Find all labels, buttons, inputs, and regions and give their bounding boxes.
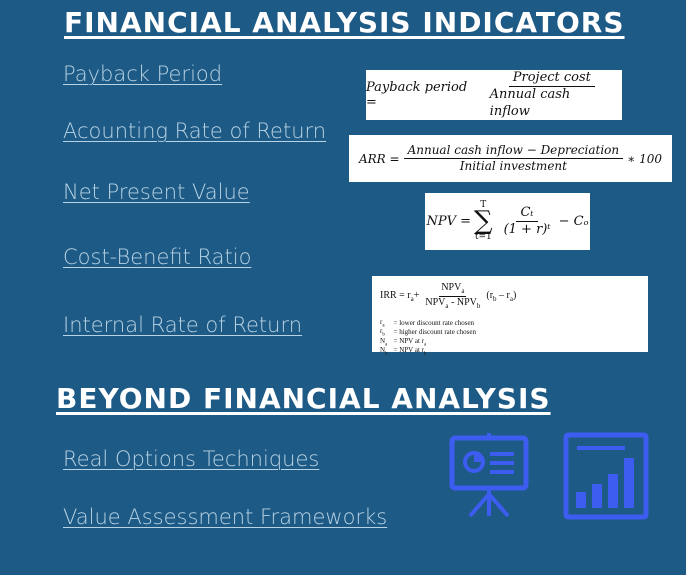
- summation-symbol: T ∑ t=1: [474, 199, 493, 243]
- npv-denominator: (1 + r)ᵗ: [503, 222, 551, 237]
- payback-fraction: Project cost Annual cash inflow: [486, 70, 618, 120]
- npv-formula: NPV = T ∑ t=1 Cₜ (1 + r)ᵗ − Cₒ: [425, 193, 590, 250]
- section-title-financial-indicators: FINANCIAL ANALYSIS INDICATORS: [64, 6, 625, 39]
- bar-chart-report-icon: [563, 432, 649, 520]
- link-internal-rate-of-return[interactable]: Internal Rate of Return: [63, 313, 303, 337]
- presentation-board-icon: [449, 433, 529, 518]
- irr-equation: IRR = ra+ NPVa NPVa - NPVb (rb – ra): [380, 282, 640, 311]
- irr-lhs: IRR = ra+: [380, 289, 420, 303]
- arr-multiplier: ∗ 100: [627, 151, 663, 166]
- irr-legend: ra = lower discount rate chosen rb = highe…: [380, 317, 482, 357]
- irr-legend-row: Na = NPV at ra: [380, 336, 427, 347]
- npv-tail: − Cₒ: [558, 214, 589, 229]
- npv-formula-lhs: NPV =: [426, 214, 471, 229]
- payback-numerator: Project cost: [508, 70, 595, 88]
- arr-formula: ARR = Annual cash inflow − Depreciation …: [349, 135, 672, 182]
- payback-formula: Payback period = Project cost Annual cas…: [366, 70, 622, 120]
- npv-numerator: Cₜ: [516, 205, 538, 222]
- link-real-options-techniques[interactable]: Real Options Techniques: [63, 447, 320, 471]
- link-cost-benefit-ratio[interactable]: Cost-Benefit Ratio: [63, 245, 252, 269]
- link-value-assessment-frameworks[interactable]: Value Assessment Frameworks: [63, 505, 388, 529]
- payback-denominator: Annual cash inflow: [489, 87, 571, 119]
- arr-denominator: Initial investment: [459, 159, 567, 173]
- irr-formula: IRR = ra+ NPVa NPVa - NPVb (rb – ra) ra =…: [372, 276, 648, 356]
- arr-formula-lhs: ARR =: [358, 151, 400, 166]
- irr-range: (rb – ra): [486, 289, 517, 303]
- summation-lower-limit: t=1: [474, 232, 492, 243]
- summation-upper-limit: T: [480, 199, 487, 210]
- irr-legend-row: Nb = NPV at rb: [380, 346, 427, 357]
- link-payback-period[interactable]: Payback Period: [63, 62, 223, 86]
- npv-fraction: Cₜ (1 + r)ᵗ: [500, 205, 555, 239]
- payback-formula-lhs: Payback period =: [366, 80, 468, 110]
- irr-fraction: NPVa NPVa - NPVb: [425, 282, 481, 310]
- irr-legend-row: rb = higher discount rate chosen: [380, 327, 476, 338]
- section-title-beyond-financial: BEYOND FINANCIAL ANALYSIS: [56, 382, 551, 415]
- arr-numerator: Annual cash inflow − Depreciation: [403, 143, 624, 159]
- arr-fraction: Annual cash inflow − Depreciation Initia…: [403, 143, 624, 174]
- link-accounting-rate-of-return[interactable]: Acounting Rate of Return: [63, 119, 327, 143]
- link-net-present-value[interactable]: Net Present Value: [63, 180, 250, 204]
- irr-legend-row: ra = lower discount rate chosen: [380, 317, 475, 328]
